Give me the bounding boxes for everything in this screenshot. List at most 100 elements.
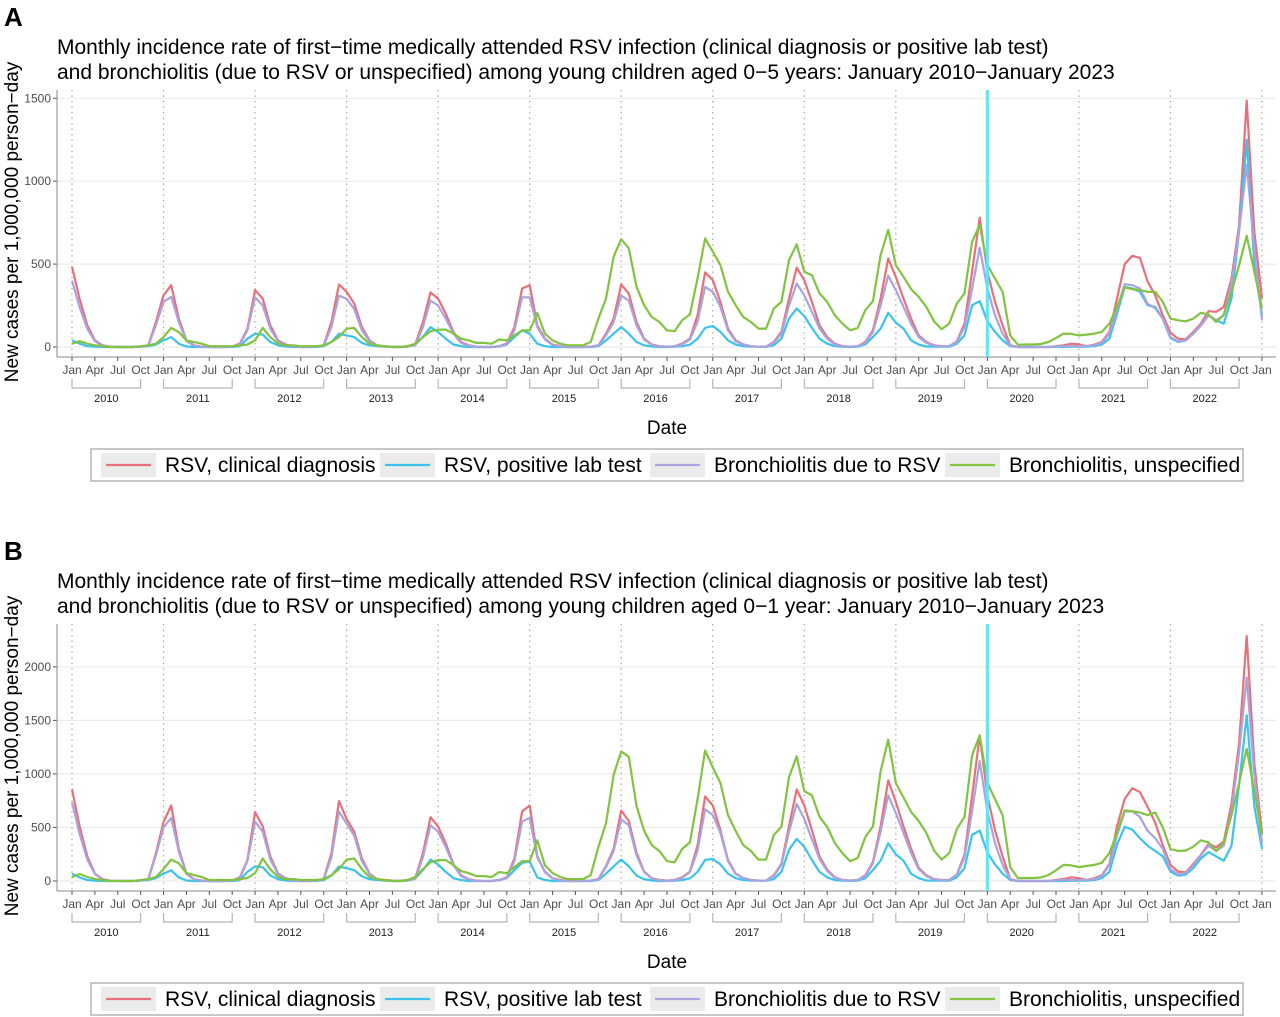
- year-label: 2014: [460, 927, 484, 939]
- x-tick-label: Jan: [245, 897, 264, 911]
- y-tick-label: 500: [31, 820, 51, 834]
- year-bracket: [986, 913, 1057, 923]
- year-bracket: [71, 913, 142, 923]
- x-tick-label: Oct: [681, 897, 700, 911]
- year-bracket: [437, 379, 508, 389]
- legend-label: RSV, positive lab test: [444, 454, 642, 477]
- legend-label: Bronchiolitis due to RSV: [714, 988, 940, 1011]
- x-tick-label: Apr: [86, 897, 105, 911]
- x-tick-label: Apr: [1092, 363, 1111, 377]
- year-label: 2011: [186, 393, 210, 405]
- series-line: [71, 734, 1264, 883]
- x-tick-label: Jan: [1252, 897, 1271, 911]
- x-tick-label: Jan: [978, 363, 997, 377]
- x-tick-label: Jan: [795, 363, 814, 377]
- x-tick-label: Jul: [1117, 897, 1132, 911]
- x-tick-label: Jul: [1025, 897, 1040, 911]
- year-label: 2022: [1193, 393, 1217, 405]
- year-label: 2012: [277, 927, 301, 939]
- year-bracket: [986, 379, 1057, 389]
- y-tick-label: 1000: [24, 767, 51, 781]
- x-tick-label: Apr: [726, 897, 745, 911]
- year-label: 2020: [1009, 927, 1033, 939]
- x-tick-label: Jan: [703, 897, 722, 911]
- x-tick-label: Oct: [772, 897, 791, 911]
- x-tick-label: Oct: [406, 897, 425, 911]
- x-tick-label: Apr: [1184, 897, 1203, 911]
- x-tick-label: Jan: [154, 363, 173, 377]
- x-tick-label: Apr: [1001, 897, 1020, 911]
- year-bracket: [346, 913, 416, 923]
- x-tick-label: Jul: [385, 363, 400, 377]
- y-tick-label: 500: [31, 257, 51, 271]
- year-label: 2013: [369, 927, 393, 939]
- year-label: 2019: [918, 393, 942, 405]
- x-tick-label: Jan: [1069, 897, 1088, 911]
- x-tick-label: Jan: [428, 897, 447, 911]
- panel-a: A Monthly incidence rate of first−time m…: [2, 2, 1276, 482]
- legend: RSV, clinical diagnosis RSV, positive lab…: [90, 448, 1244, 482]
- x-tick-label: Apr: [269, 897, 288, 911]
- x-tick-label: Apr: [452, 897, 471, 911]
- x-tick-label: Jan: [612, 897, 631, 911]
- x-tick-label: Oct: [497, 363, 516, 377]
- x-tick-label: Apr: [452, 363, 471, 377]
- x-tick-label: Jul: [293, 897, 308, 911]
- year-bracket: [1169, 913, 1240, 923]
- x-tick-label: Apr: [909, 897, 928, 911]
- year-label: 2018: [826, 927, 850, 939]
- x-tick-label: Oct: [1230, 363, 1249, 377]
- year-label: 2021: [1101, 393, 1125, 405]
- year-bracket: [803, 379, 874, 389]
- year-bracket: [1169, 379, 1240, 389]
- x-tick-label: Oct: [864, 363, 883, 377]
- year-label: 2012: [277, 393, 301, 405]
- year-bracket: [895, 913, 966, 923]
- x-tick-label: Jan: [1161, 363, 1180, 377]
- chart-title-line-1: Monthly incidence rate of first−time med…: [57, 570, 1049, 593]
- series-line: [70, 99, 1264, 349]
- x-tick-label: Apr: [635, 897, 654, 911]
- legend-label: Bronchiolitis, unspecified: [1009, 454, 1240, 477]
- y-tick-label: 1500: [24, 713, 51, 727]
- year-label: 2020: [1009, 393, 1033, 405]
- x-tick-label: Apr: [543, 363, 562, 377]
- year-bracket: [712, 913, 783, 923]
- x-tick-label: Jul: [659, 897, 674, 911]
- year-label: 2022: [1193, 927, 1217, 939]
- panel-label: A: [4, 2, 23, 32]
- year-label: 2011: [186, 927, 210, 939]
- year-bracket: [162, 913, 233, 923]
- x-tick-label: Jul: [293, 363, 308, 377]
- x-tick-label: Oct: [497, 897, 516, 911]
- year-label: 2019: [918, 927, 942, 939]
- year-label: 2021: [1101, 927, 1125, 939]
- year-label: 2015: [552, 393, 576, 405]
- x-tick-label: Jul: [1209, 897, 1224, 911]
- x-tick-label: Jan: [62, 363, 81, 377]
- x-tick-label: Apr: [1001, 363, 1020, 377]
- year-label: 2017: [735, 393, 759, 405]
- series-line: [70, 676, 1264, 883]
- year-bracket: [1078, 379, 1149, 389]
- chart-title-line-2: and bronchiolitis (due to RSV or unspeci…: [57, 61, 1115, 84]
- x-tick-label: Apr: [1184, 363, 1203, 377]
- x-tick-label: Jan: [1252, 363, 1271, 377]
- x-tick-label: Jul: [1117, 363, 1132, 377]
- year-label: 2010: [94, 927, 118, 939]
- year-bracket: [529, 379, 599, 389]
- y-tick-label: 1500: [24, 91, 51, 105]
- year-bracket: [254, 913, 325, 923]
- chart-title-line-1: Monthly incidence rate of first−time med…: [57, 36, 1049, 59]
- x-tick-label: Oct: [131, 897, 150, 911]
- x-tick-label: Jan: [795, 897, 814, 911]
- y-tick-label: 1000: [24, 174, 51, 188]
- x-tick-label: Jan: [520, 363, 539, 377]
- x-tick-label: Apr: [818, 897, 837, 911]
- x-tick-label: Jul: [659, 363, 674, 377]
- year-bracket: [1078, 913, 1149, 923]
- y-axis-label: New cases per 1,000,000 person−day: [2, 61, 23, 382]
